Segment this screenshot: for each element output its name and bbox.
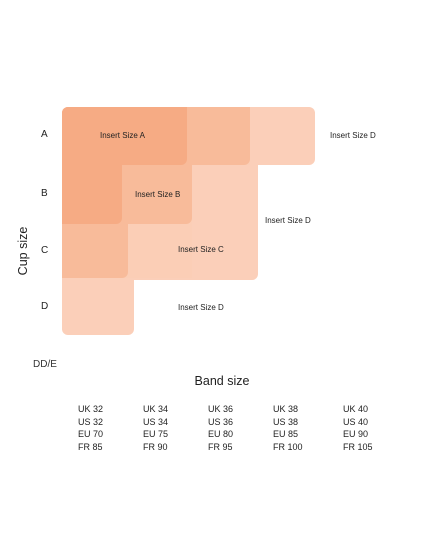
band-size-column: UK 38 US 38 EU 85 FR 100 [273,403,303,453]
band-size-column: UK 40 US 40 EU 90 FR 105 [343,403,373,453]
band-size-column: UK 32 US 32 EU 70 FR 85 [78,403,103,453]
uk-size: UK 34 [143,404,169,414]
size-a-region-lower [62,160,122,224]
insert-size-d-label-mid: Insert Size D [265,216,311,225]
eu-size: EU 90 [343,429,369,439]
uk-size: UK 38 [273,404,299,414]
eu-size: EU 80 [208,429,234,439]
insert-size-d-label-row-d: Insert Size D [178,303,224,312]
us-size: US 34 [143,416,169,427]
us-size: US 38 [273,416,299,427]
row-label-a: A [41,129,48,140]
x-axis-label: Band size [194,374,250,388]
fr-size: FR 95 [208,441,233,452]
size-b-region-c-row [62,220,128,278]
y-axis-label: Cup size [16,226,30,276]
uk-size: UK 36 [208,404,234,414]
eu-size: EU 75 [143,429,169,439]
fr-size: FR 90 [143,441,168,452]
size-a-region [62,107,187,165]
eu-size: EU 85 [273,429,299,439]
fr-size: FR 100 [273,441,303,452]
uk-size: UK 40 [343,404,369,414]
extra-row-label: DD/E [33,359,57,370]
fr-size: FR 105 [343,441,373,452]
insert-size-a-label: Insert Size A [100,131,145,140]
us-size: US 32 [78,416,104,427]
band-size-column: UK 36 US 36 EU 80 FR 95 [208,403,233,453]
row-label-b: B [41,188,48,199]
insert-size-d-label-row-a: Insert Size D [330,131,376,140]
band-size-column: UK 34 US 34 EU 75 FR 90 [143,403,168,453]
eu-size: EU 70 [78,429,104,439]
insert-size-b-label: Insert Size B [135,190,181,199]
row-label-c: C [41,245,49,256]
insert-size-c-label: Insert Size C [178,245,224,254]
size-d-region-row-d [62,276,134,335]
fr-size: FR 85 [78,441,103,452]
uk-size: UK 32 [78,404,104,414]
us-size: US 40 [343,416,369,427]
us-size: US 36 [208,416,234,427]
row-label-d: D [41,301,49,312]
